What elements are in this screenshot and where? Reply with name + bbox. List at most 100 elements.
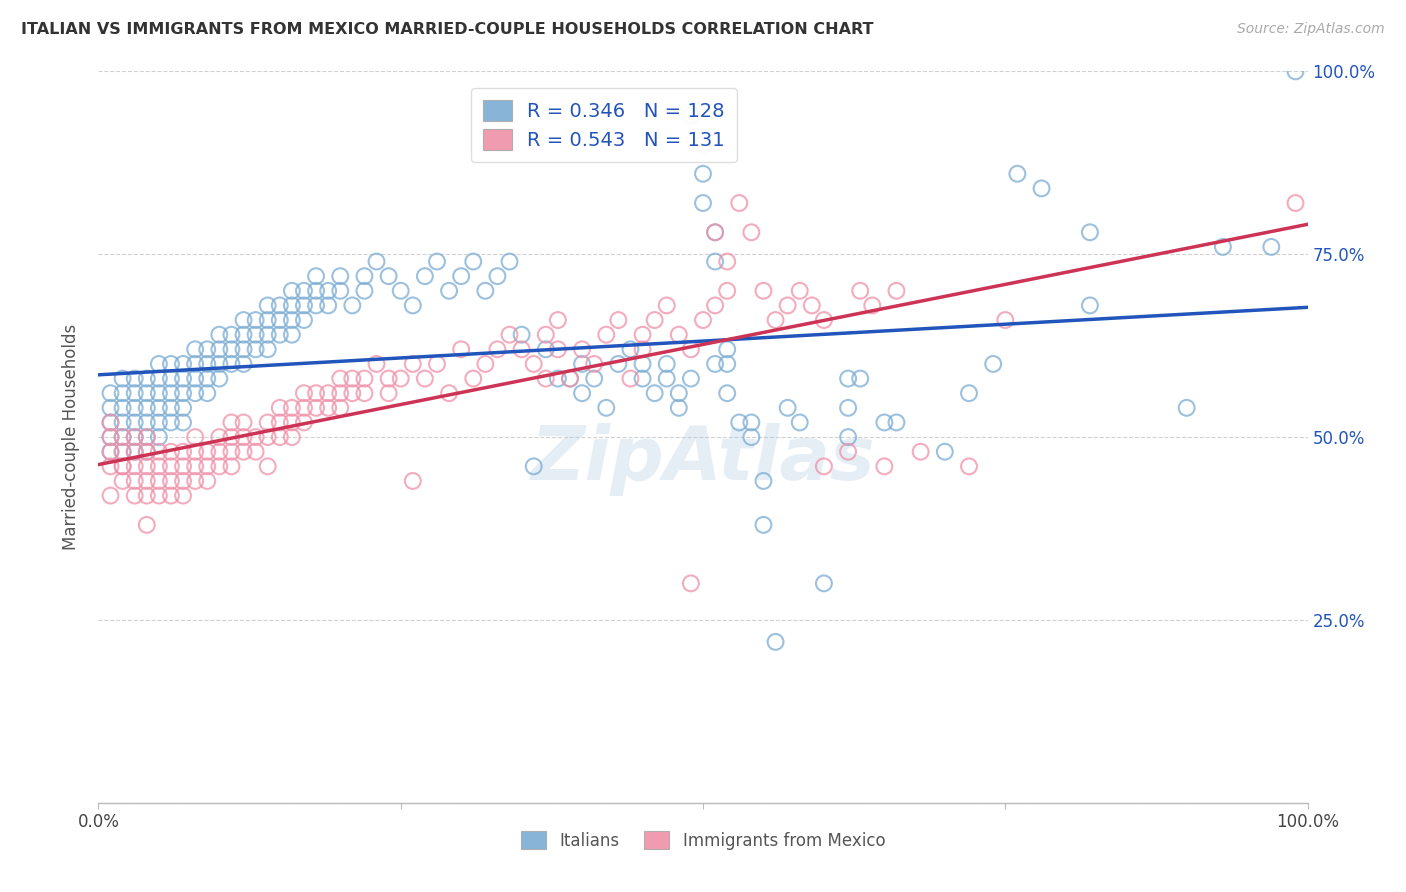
Point <box>1175 401 1198 415</box>
Point <box>523 357 546 371</box>
Point <box>124 444 146 458</box>
Point <box>111 444 134 458</box>
Point <box>631 371 654 385</box>
Point <box>837 401 859 415</box>
Point <box>172 386 194 401</box>
Point <box>486 343 509 357</box>
Point <box>245 313 267 327</box>
Point <box>148 430 170 444</box>
Point <box>111 371 134 385</box>
Point <box>111 459 134 474</box>
Point <box>148 489 170 503</box>
Point <box>100 430 122 444</box>
Point <box>631 357 654 371</box>
Point <box>789 416 811 430</box>
Point <box>124 474 146 488</box>
Point <box>135 517 157 532</box>
Point <box>510 327 533 342</box>
Point <box>655 357 678 371</box>
Point <box>208 343 231 357</box>
Point <box>195 343 218 357</box>
Point <box>679 343 702 357</box>
Point <box>316 298 339 312</box>
Point <box>402 474 425 488</box>
Point <box>195 444 218 458</box>
Point <box>547 313 569 327</box>
Point <box>752 284 775 298</box>
Point <box>692 313 714 327</box>
Point <box>716 357 738 371</box>
Point <box>184 474 207 488</box>
Point <box>100 386 122 401</box>
Point <box>245 343 267 357</box>
Point <box>256 298 278 312</box>
Point <box>1031 181 1053 195</box>
Point <box>583 371 606 385</box>
Point <box>668 327 690 342</box>
Point <box>135 459 157 474</box>
Y-axis label: Married-couple Households: Married-couple Households <box>62 324 80 550</box>
Point <box>437 284 460 298</box>
Point <box>256 343 278 357</box>
Point <box>221 416 243 430</box>
Point <box>740 430 762 444</box>
Point <box>342 386 364 401</box>
Point <box>474 284 496 298</box>
Point <box>269 416 291 430</box>
Point <box>148 459 170 474</box>
Point <box>232 327 254 342</box>
Point <box>305 298 328 312</box>
Point <box>160 401 183 415</box>
Point <box>124 401 146 415</box>
Point <box>195 357 218 371</box>
Point <box>934 444 956 458</box>
Point <box>498 327 520 342</box>
Point <box>269 313 291 327</box>
Point <box>281 284 304 298</box>
Point <box>644 313 666 327</box>
Point <box>135 430 157 444</box>
Point <box>644 386 666 401</box>
Point <box>329 284 352 298</box>
Point <box>135 444 157 458</box>
Point <box>208 444 231 458</box>
Point <box>886 416 908 430</box>
Point <box>292 298 315 312</box>
Point <box>305 284 328 298</box>
Point <box>305 401 328 415</box>
Point <box>583 357 606 371</box>
Point <box>172 489 194 503</box>
Point <box>437 386 460 401</box>
Point <box>655 371 678 385</box>
Point <box>716 386 738 401</box>
Point <box>135 430 157 444</box>
Point <box>595 401 617 415</box>
Point <box>269 430 291 444</box>
Point <box>716 284 738 298</box>
Point <box>329 386 352 401</box>
Point <box>607 313 630 327</box>
Point <box>679 108 702 122</box>
Point <box>329 269 352 284</box>
Point <box>245 430 267 444</box>
Point <box>426 357 449 371</box>
Point <box>450 269 472 284</box>
Point <box>135 474 157 488</box>
Point <box>463 254 485 268</box>
Point <box>124 371 146 385</box>
Point <box>692 137 714 152</box>
Point <box>1284 64 1306 78</box>
Point <box>631 343 654 357</box>
Point <box>172 444 194 458</box>
Point <box>111 430 134 444</box>
Point <box>148 371 170 385</box>
Point <box>124 416 146 430</box>
Point <box>100 459 122 474</box>
Point <box>208 459 231 474</box>
Point <box>148 444 170 458</box>
Point <box>981 357 1004 371</box>
Point <box>426 254 449 268</box>
Point <box>534 343 557 357</box>
Point <box>413 269 436 284</box>
Point <box>208 327 231 342</box>
